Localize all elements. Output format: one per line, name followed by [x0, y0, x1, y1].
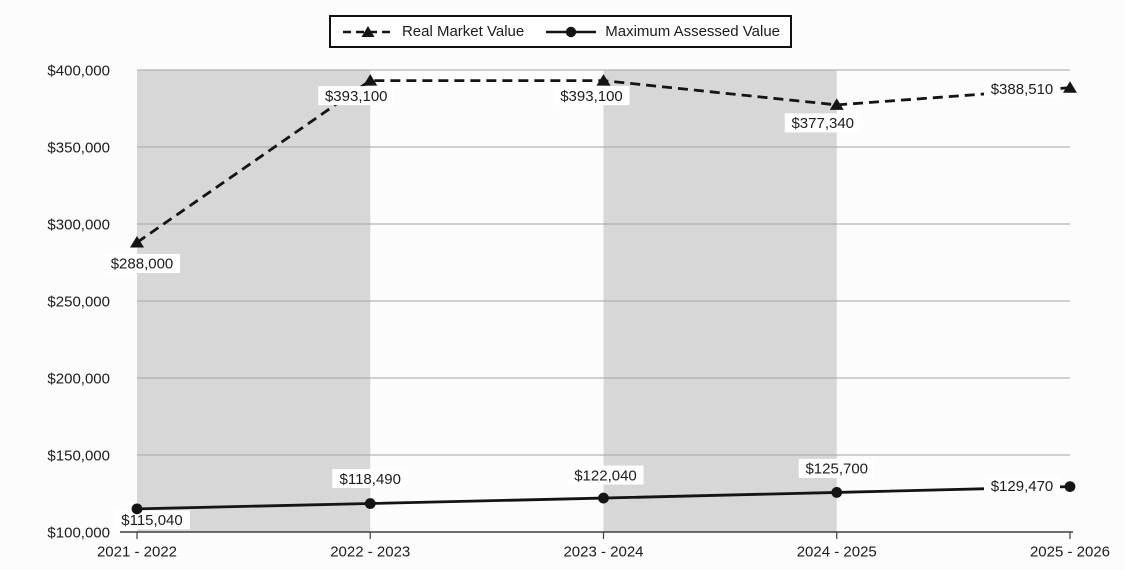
data-label-background — [114, 510, 190, 530]
solid-line-circle-marker-icon — [546, 26, 597, 37]
data-label-background — [984, 79, 1060, 99]
data-label-background — [553, 86, 630, 106]
data-point-marker — [364, 498, 376, 509]
legend-label-maximum-assessed-value: Maximum Assessed Value — [605, 23, 781, 40]
y-axis-label: $200,000 — [47, 370, 110, 387]
data-label: $388,510 — [991, 81, 1054, 98]
data-label: $393,100 — [560, 88, 623, 105]
x-axis-label: 2025 - 2026 — [1030, 543, 1110, 560]
y-axis-label: $300,000 — [47, 216, 110, 233]
data-point-marker — [829, 98, 844, 110]
legend: Real Market Value Maximum Assessed Value — [329, 15, 792, 48]
data-point-marker — [831, 487, 843, 498]
data-label: $122,040 — [574, 467, 637, 484]
y-axis-label: $250,000 — [47, 293, 110, 310]
data-label: $125,700 — [805, 461, 868, 478]
data-label-background — [567, 465, 644, 485]
data-label-background — [784, 113, 861, 133]
data-point-marker — [1063, 81, 1077, 93]
data-label-background — [984, 476, 1060, 496]
legend-label-real-market-value: Real Market Value — [401, 23, 525, 40]
data-point-marker — [130, 235, 144, 248]
data-label: $115,040 — [121, 512, 182, 529]
legend-item-maximum-assessed-value: Maximum Assessed Value — [544, 23, 780, 40]
data-label-background — [104, 253, 180, 273]
data-label-background — [318, 86, 395, 106]
legend-item-real-market-value: Real Market Value — [341, 23, 524, 40]
y-axis-label: $100,000 — [47, 524, 110, 541]
data-label: $129,470 — [991, 478, 1054, 495]
x-axis-label: 2024 - 2025 — [797, 543, 877, 560]
x-axis-label: 2023 - 2024 — [563, 543, 643, 560]
data-label-background — [332, 469, 409, 489]
data-point-marker — [131, 503, 143, 515]
data-label: $288,000 — [111, 256, 174, 273]
dashed-line-triangle-marker-icon — [342, 25, 393, 37]
data-label-background — [798, 458, 875, 478]
data-label: $118,490 — [340, 471, 401, 488]
x-axis-label: 2022 - 2023 — [330, 543, 410, 560]
data-label: $393,100 — [325, 88, 388, 105]
x-axis-label: 2021 - 2022 — [97, 543, 177, 560]
data-point-marker — [596, 74, 611, 86]
data-label: $377,340 — [791, 115, 854, 132]
y-axis-label: $150,000 — [47, 447, 110, 464]
data-point-marker — [598, 492, 609, 504]
y-axis-label: $350,000 — [47, 139, 110, 156]
data-point-marker — [363, 74, 378, 86]
data-point-marker — [1064, 481, 1076, 493]
y-axis-label: $400,000 — [47, 62, 110, 79]
